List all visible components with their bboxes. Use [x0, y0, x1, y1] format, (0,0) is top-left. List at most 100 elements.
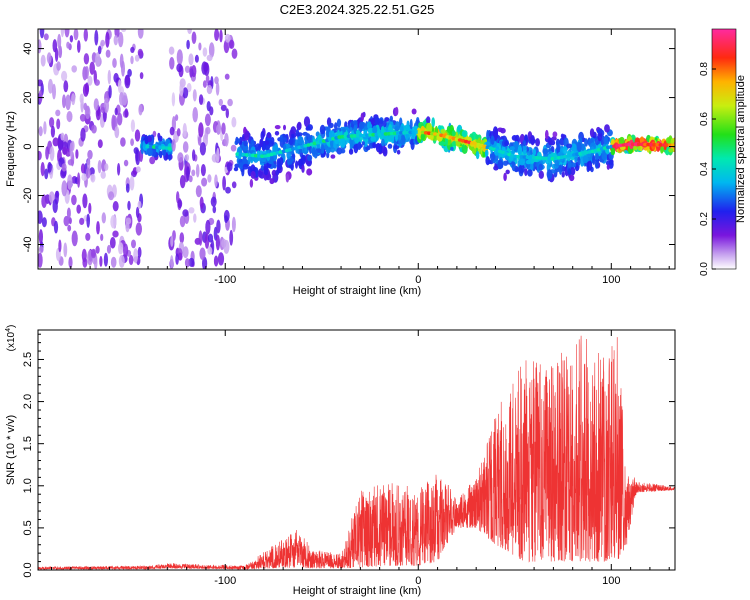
heatmap-cell — [157, 132, 161, 139]
heatmap-cell — [234, 163, 240, 168]
heatmap-cell — [198, 42, 202, 51]
heatmap-cell — [186, 82, 192, 93]
heatmap-cell — [188, 207, 195, 214]
heatmap-cell — [357, 141, 362, 150]
heatmap-cell — [144, 134, 149, 144]
heatmap-cell — [404, 124, 411, 131]
heatmap-cell — [668, 148, 674, 153]
heatmap-cell — [440, 129, 446, 134]
heatmap-cell — [82, 193, 88, 209]
heatmap-cell — [135, 206, 140, 219]
heatmap-cell — [79, 217, 85, 225]
heatmap-cell — [67, 224, 72, 232]
heatmap-cell — [182, 123, 187, 138]
heatmap-cell — [525, 159, 532, 165]
heatmap-cell — [567, 168, 572, 175]
heatmap-cell — [110, 256, 117, 268]
heatmap-cell — [176, 49, 183, 66]
heatmap-cell — [206, 54, 213, 62]
snr-series — [38, 335, 675, 570]
heatmap-cell — [349, 127, 353, 132]
heatmap-cell — [101, 212, 107, 224]
heatmap-cell — [214, 174, 218, 187]
y-tick-label: 0 — [22, 143, 34, 149]
heatmap-cell — [52, 83, 56, 100]
heatmap-cell — [186, 39, 190, 50]
heatmap-cell — [187, 29, 192, 35]
heatmap-cell — [97, 139, 103, 149]
heatmap-cell — [62, 146, 68, 155]
heatmap-cell — [80, 127, 86, 142]
heatmap-cell — [66, 41, 70, 49]
heatmap-cell — [133, 248, 139, 264]
ridge-cell — [627, 142, 632, 146]
spectral-ridge — [145, 130, 675, 161]
heatmap-cell — [198, 94, 204, 105]
heatmap-cell — [394, 126, 400, 131]
ridge-cell — [630, 142, 636, 146]
heatmap-cell — [169, 57, 175, 70]
heatmap-cell — [191, 31, 197, 44]
heatmap-cell — [63, 80, 69, 93]
heatmap-cell — [212, 205, 217, 214]
heatmap-cell — [660, 145, 664, 154]
spectrogram-heatmap — [38, 29, 675, 269]
heatmap-cell — [200, 164, 206, 177]
heatmap-cell — [195, 185, 202, 198]
heatmap-cell — [450, 146, 454, 151]
y-tick-label: 0.0 — [22, 562, 34, 577]
heatmap-cell — [82, 257, 88, 268]
heatmap-cell — [517, 145, 523, 155]
heatmap-cell — [57, 33, 62, 49]
x-tick-label: -100 — [214, 274, 236, 286]
heatmap-cell — [226, 162, 233, 172]
heatmap-cell — [205, 219, 211, 235]
heatmap-cell — [529, 150, 533, 155]
heatmap-cell — [112, 58, 117, 68]
heatmap-cell — [409, 118, 413, 130]
heatmap-cell — [610, 146, 616, 156]
heatmap-cell — [107, 69, 112, 85]
heatmap-cell — [191, 169, 196, 177]
heatmap-cell — [134, 129, 141, 142]
heatmap-cell — [216, 219, 221, 234]
heatmap-cell — [100, 39, 105, 47]
heatmap-cell — [49, 146, 55, 162]
heatmap-cell — [514, 167, 521, 172]
heatmap-cell — [570, 143, 577, 152]
heatmap-cell — [43, 33, 49, 41]
heatmap-cell — [603, 136, 609, 145]
heatmap-cell — [118, 254, 125, 268]
heatmap-cell — [325, 147, 331, 154]
heatmap-cell — [46, 52, 52, 64]
heatmap-cell — [399, 134, 406, 145]
heatmap-cell — [85, 106, 90, 115]
heatmap-cell — [184, 154, 190, 162]
heatmap-cell — [84, 66, 89, 79]
heatmap-cell — [207, 246, 213, 255]
heatmap-cell — [230, 144, 237, 152]
ridge-cell — [633, 142, 639, 147]
heatmap-cell — [179, 175, 186, 189]
heatmap-cell — [198, 122, 204, 138]
heatmap-cell — [175, 114, 179, 121]
heatmap-cell — [320, 153, 325, 158]
heatmap-cell — [89, 61, 95, 75]
heatmap-cell — [77, 40, 81, 53]
snr-x-axis-label: Height of straight line (km) — [293, 585, 421, 597]
heatmap-cell — [130, 119, 135, 132]
heatmap-cell — [439, 141, 446, 146]
heatmap-cell — [530, 135, 535, 146]
heatmap-cell — [113, 35, 119, 46]
heatmap-cell — [288, 137, 294, 146]
heatmap-cell — [278, 157, 284, 166]
heatmap-cell — [120, 29, 127, 33]
heatmap-cell — [570, 167, 576, 176]
heatmap-cell — [637, 145, 641, 151]
heatmap-cell — [100, 233, 104, 241]
heatmap-cell — [601, 151, 608, 161]
heatmap-cell — [189, 65, 193, 78]
heatmap-cell — [176, 128, 181, 137]
heatmap-cell — [158, 150, 162, 158]
heatmap-cell — [100, 171, 106, 179]
